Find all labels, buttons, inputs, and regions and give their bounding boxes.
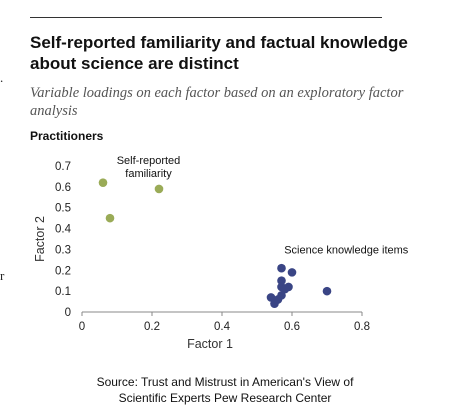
familiarity-point [98, 178, 108, 187]
chart-subtitle: Variable loadings on each factor based o… [30, 85, 404, 119]
y-tick-label: 0.7 [55, 161, 71, 173]
knowledge-point [277, 263, 286, 273]
left-edge-fragment-1: . [0, 70, 4, 85]
y-tick-label: 0.4 [55, 224, 72, 236]
series-label-knowledge: Science knowledge items [284, 245, 409, 257]
y-axis-title: Factor 2 [33, 216, 47, 262]
x-tick-label: 0.2 [144, 321, 160, 333]
knowledge-point [266, 293, 276, 302]
y-tick-label: 0.1 [55, 286, 71, 298]
source-line-2: Scientific Experts Pew Research Center [118, 391, 332, 405]
y-tick-label: 0.5 [55, 203, 71, 215]
x-axis-title: Factor 1 [187, 337, 233, 351]
x-tick-label: 0 [79, 321, 85, 333]
y-tick-label: 0.3 [55, 244, 71, 256]
top-rule [30, 17, 382, 18]
knowledge-point [277, 276, 286, 286]
y-tick-label: 0.6 [55, 182, 71, 194]
panel-label: Practitioners [30, 129, 104, 143]
familiarity-point [154, 184, 164, 194]
knowledge-point [280, 284, 290, 294]
knowledge-point [270, 299, 279, 308]
source-note: Source: Trust and Mistrust in American's… [40, 374, 410, 406]
x-tick-label: 0.4 [214, 321, 231, 333]
chart-title: Self-reported familiarity and factual kn… [30, 33, 408, 73]
series-label-familiarity: Self-reported familiarity [117, 155, 181, 180]
x-tick-label: 0.6 [284, 321, 300, 333]
knowledge-point [287, 268, 297, 277]
x-tick-label: 0.8 [354, 321, 370, 333]
familiarity-point [105, 213, 115, 223]
knowledge-point [322, 286, 332, 296]
y-tick-label: 0 [65, 307, 71, 319]
source-line-1: Source: Trust and Mistrust in American's… [96, 375, 354, 389]
left-edge-fragment-2: r [0, 268, 5, 283]
y-tick-label: 0.2 [55, 265, 71, 277]
